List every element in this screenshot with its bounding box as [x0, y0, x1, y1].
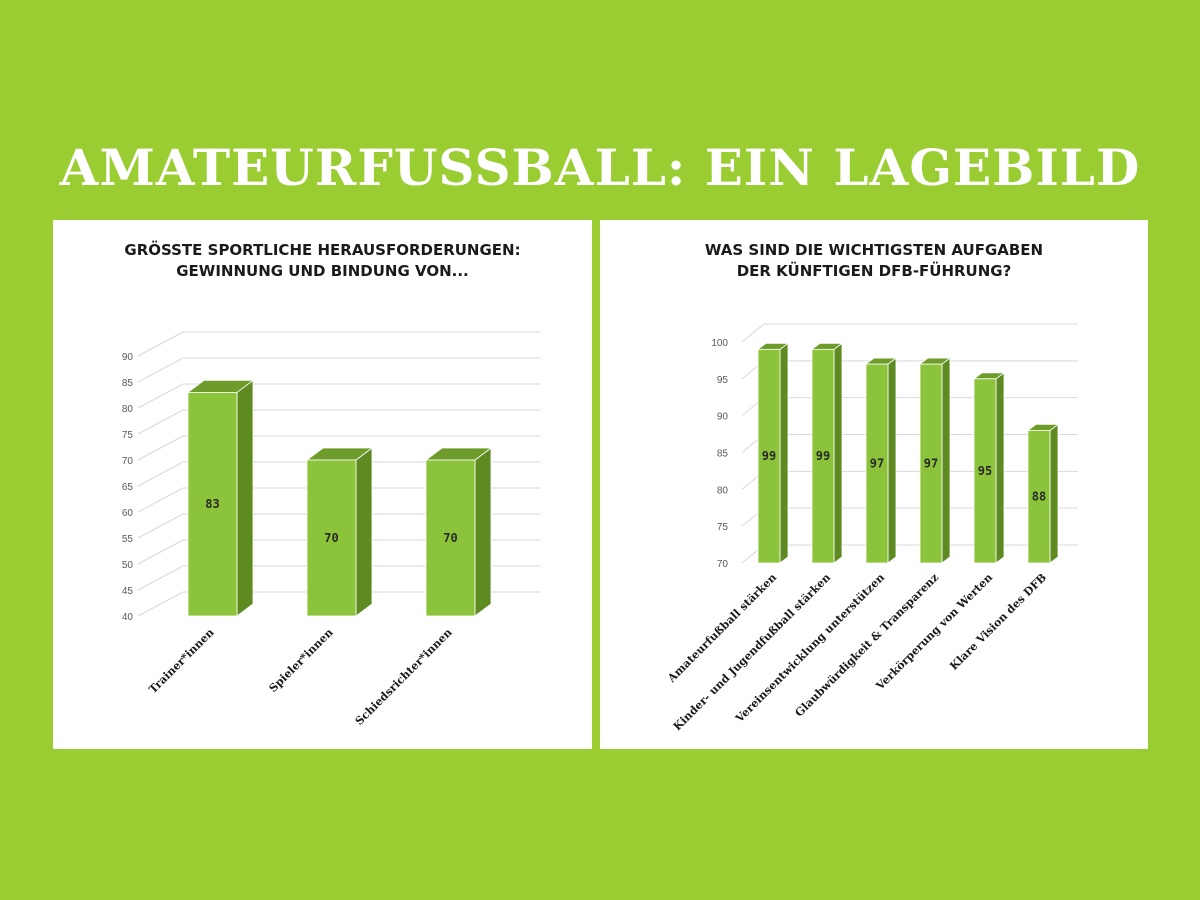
- bar: [757, 348, 781, 564]
- gridline-perspective: [137, 331, 184, 357]
- y-tick-label: 70: [122, 456, 134, 467]
- data-label: 83: [205, 497, 219, 511]
- bar-side: [941, 357, 951, 564]
- bar: [1027, 429, 1051, 564]
- category-label: Verkörperung von Werten: [873, 571, 995, 693]
- bar: [811, 348, 835, 564]
- data-label: 99: [762, 449, 776, 463]
- chart-title: GRÖSSTE SPORTLICHE HERAUSFORDERUNGEN: GE…: [53, 240, 592, 282]
- y-tick-label: 90: [717, 412, 729, 423]
- page-title: AMATEURFUSSBALL: EIN LAGEBILD: [59, 138, 1141, 197]
- chart-panel-challenges: GRÖSSTE SPORTLICHE HERAUSFORDERUNGEN: GE…: [53, 220, 592, 749]
- chart-panel-dfb-tasks: WAS SIND DIE WICHTIGSTEN AUFGABEN DER KÜ…: [600, 220, 1148, 749]
- gridline-perspective: [137, 513, 184, 539]
- gridline-perspective: [137, 357, 184, 383]
- chart-title-line-1: WAS SIND DIE WICHTIGSTEN AUFGABEN: [704, 241, 1044, 259]
- bar-side: [887, 357, 897, 564]
- bar-chart-dfb-tasks: 70 75 80 85 90 95 100 99 Amateurfußball stärken 9…: [665, 323, 1078, 733]
- bar-side: [779, 342, 789, 564]
- y-tick-label: 55: [122, 534, 134, 545]
- gridline-perspective: [137, 591, 184, 617]
- bar: [973, 378, 997, 564]
- data-label: 70: [324, 531, 338, 545]
- y-tick-label: 45: [122, 586, 134, 597]
- gridline-perspective: [137, 461, 184, 487]
- bar-side: [995, 372, 1005, 564]
- y-tick-label: 50: [122, 560, 134, 571]
- bar-side: [474, 447, 492, 617]
- y-tick-label: 60: [122, 508, 134, 519]
- y-tick-label: 80: [717, 485, 729, 496]
- y-tick-label: 40: [122, 612, 134, 623]
- data-label: 88: [1032, 490, 1046, 504]
- category-label: Amateurfußball stärken: [665, 571, 780, 686]
- chart-title-line-2: GEWINNUNG UND BINDUNG VON...: [176, 262, 469, 280]
- gridline-perspective: [137, 435, 184, 461]
- gridline-perspective: [137, 409, 184, 435]
- gridline-perspective: [137, 383, 184, 409]
- bar: [919, 363, 943, 564]
- bar: [187, 391, 238, 617]
- y-tick-label: 90: [122, 352, 134, 363]
- chart-title-line-1: GRÖSSTE SPORTLICHE HERAUSFORDERUNGEN:: [124, 241, 521, 259]
- y-tick-label: 80: [122, 404, 134, 415]
- y-tick-label: 100: [711, 338, 728, 349]
- y-tick-label: 95: [717, 375, 729, 386]
- bar: [425, 459, 476, 617]
- bar-side: [236, 379, 254, 617]
- y-tick-label: 85: [122, 378, 134, 389]
- bar-side: [1049, 423, 1059, 564]
- category-label: Klare Vision des DFB: [947, 571, 1049, 673]
- bar-chart-challenges: 40 45 50 55 60 65 70 75 80 85 90 83 Trainer*innen 70 S…: [122, 331, 540, 728]
- gridline-perspective: [137, 487, 184, 513]
- bar-side: [355, 447, 373, 617]
- y-tick-label: 85: [717, 449, 729, 460]
- gridline-perspective: [137, 539, 184, 565]
- gridline-perspective: [137, 565, 184, 591]
- category-label: Schiedsrichter*innen: [353, 626, 455, 728]
- chart-title-line-2: DER KÜNFTIGEN DFB-FÜHRUNG?: [736, 262, 1012, 280]
- bar-side: [833, 342, 843, 564]
- data-label: 95: [978, 464, 992, 478]
- data-label: 70: [443, 531, 457, 545]
- y-tick-label: 75: [122, 430, 134, 441]
- bar: [306, 459, 357, 617]
- bar: [865, 363, 889, 564]
- y-tick-label: 65: [122, 482, 134, 493]
- chart-title: WAS SIND DIE WICHTIGSTEN AUFGABEN DER KÜ…: [600, 240, 1148, 282]
- gridline-perspective: [741, 323, 765, 343]
- y-tick-label: 75: [717, 522, 729, 533]
- data-label: 99: [816, 449, 830, 463]
- data-label: 97: [924, 457, 938, 471]
- category-label: Spieler*innen: [267, 626, 336, 695]
- y-tick-label: 70: [717, 559, 729, 570]
- category-label: Trainer*innen: [146, 626, 216, 696]
- data-label: 97: [870, 457, 884, 471]
